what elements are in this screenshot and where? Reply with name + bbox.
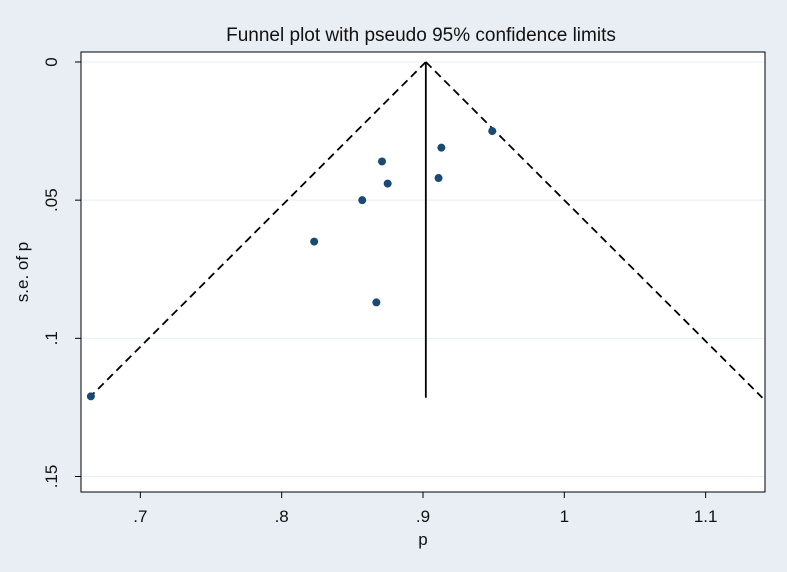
data-point [434,174,443,183]
plot-area [81,52,765,492]
y-tick-label: .1 [42,331,61,345]
data-point [86,392,95,401]
data-point [372,298,381,307]
data-points [86,127,497,401]
x-tick-label: 1 [560,507,569,526]
chart-title: Funnel plot with pseudo 95% confidence l… [226,25,616,46]
upper-confidence-limit-line [425,61,764,399]
funnel-lines [88,61,764,399]
gridlines [81,61,765,477]
y-tick-label: .15 [42,465,61,489]
x-tick-label: .7 [133,507,147,526]
x-tick-label: .8 [275,507,289,526]
y-axis-label: s.e. of p [13,242,32,302]
x-axis: .7 .8 .9 1 1.1 [133,492,717,526]
data-point [488,127,497,136]
lower-confidence-limit-line [88,61,427,399]
data-point [437,143,446,152]
y-axis: 0 .05 .1 .15 [42,57,81,488]
y-tick-label: .05 [42,188,61,212]
x-tick-label: .9 [416,507,430,526]
data-point [378,157,387,166]
x-axis-label: p [418,530,427,549]
data-point [358,196,367,205]
y-tick-label: 0 [42,57,61,66]
data-point [383,179,392,188]
x-tick-label: 1.1 [694,507,718,526]
data-point [310,237,319,246]
